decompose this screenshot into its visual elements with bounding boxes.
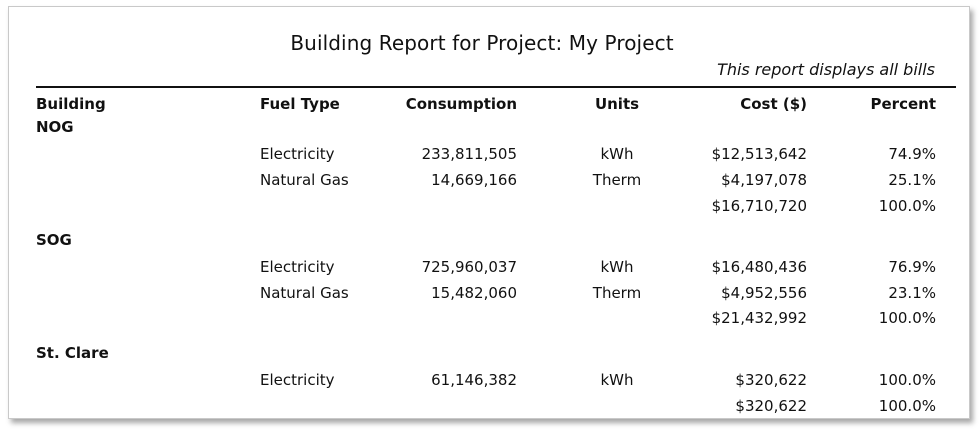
fuel-type-cell: Electricity — [260, 145, 335, 163]
column-header-consumption: Consumption — [405, 95, 517, 113]
column-header-cost: Cost ($) — [740, 95, 807, 113]
percent-cell: 100.0% — [878, 371, 936, 389]
subtotal-percent-cell: 100.0% — [878, 309, 936, 327]
building-name-st-clare: St. Clare — [36, 344, 109, 362]
report-subtitle: This report displays all bills — [717, 60, 935, 79]
report-title: Building Report for Project: My Project — [290, 31, 674, 55]
cost-cell: $320,622 — [735, 371, 807, 389]
cost-cell: $16,480,436 — [711, 258, 807, 276]
consumption-cell: 15,482,060 — [431, 284, 517, 302]
percent-cell: 74.9% — [888, 145, 936, 163]
percent-cell: 76.9% — [888, 258, 936, 276]
consumption-cell: 14,669,166 — [431, 171, 517, 189]
units-cell: Therm — [592, 171, 642, 189]
subtotal-percent-cell: 100.0% — [878, 397, 936, 415]
column-header-percent: Percent — [870, 95, 936, 113]
subtotal-cost-cell: $21,432,992 — [711, 309, 807, 327]
header-divider — [36, 86, 956, 88]
fuel-type-cell: Electricity — [260, 371, 335, 389]
units-cell: Therm — [592, 284, 642, 302]
subtotal-cost-cell: $16,710,720 — [711, 197, 807, 215]
cost-cell: $4,952,556 — [721, 284, 807, 302]
cost-cell: $12,513,642 — [711, 145, 807, 163]
units-cell: kWh — [600, 258, 634, 276]
column-header-units: Units — [594, 95, 640, 113]
consumption-cell: 725,960,037 — [421, 258, 517, 276]
percent-cell: 23.1% — [888, 284, 936, 302]
column-header-fuel-type: Fuel Type — [260, 95, 340, 113]
building-name-nog: NOG — [36, 118, 74, 136]
fuel-type-cell: Electricity — [260, 258, 335, 276]
units-cell: kWh — [600, 371, 634, 389]
building-name-sog: SOG — [36, 231, 72, 249]
cost-cell: $4,197,078 — [721, 171, 807, 189]
consumption-cell: 233,811,505 — [421, 145, 517, 163]
consumption-cell: 61,146,382 — [431, 371, 517, 389]
report-frame: Building Report for Project: My Project … — [8, 6, 970, 419]
fuel-type-cell: Natural Gas — [260, 284, 349, 302]
units-cell: kWh — [600, 145, 634, 163]
subtotal-percent-cell: 100.0% — [878, 197, 936, 215]
subtotal-cost-cell: $320,622 — [735, 397, 807, 415]
percent-cell: 25.1% — [888, 171, 936, 189]
fuel-type-cell: Natural Gas — [260, 171, 349, 189]
column-header-building: Building — [36, 95, 106, 113]
